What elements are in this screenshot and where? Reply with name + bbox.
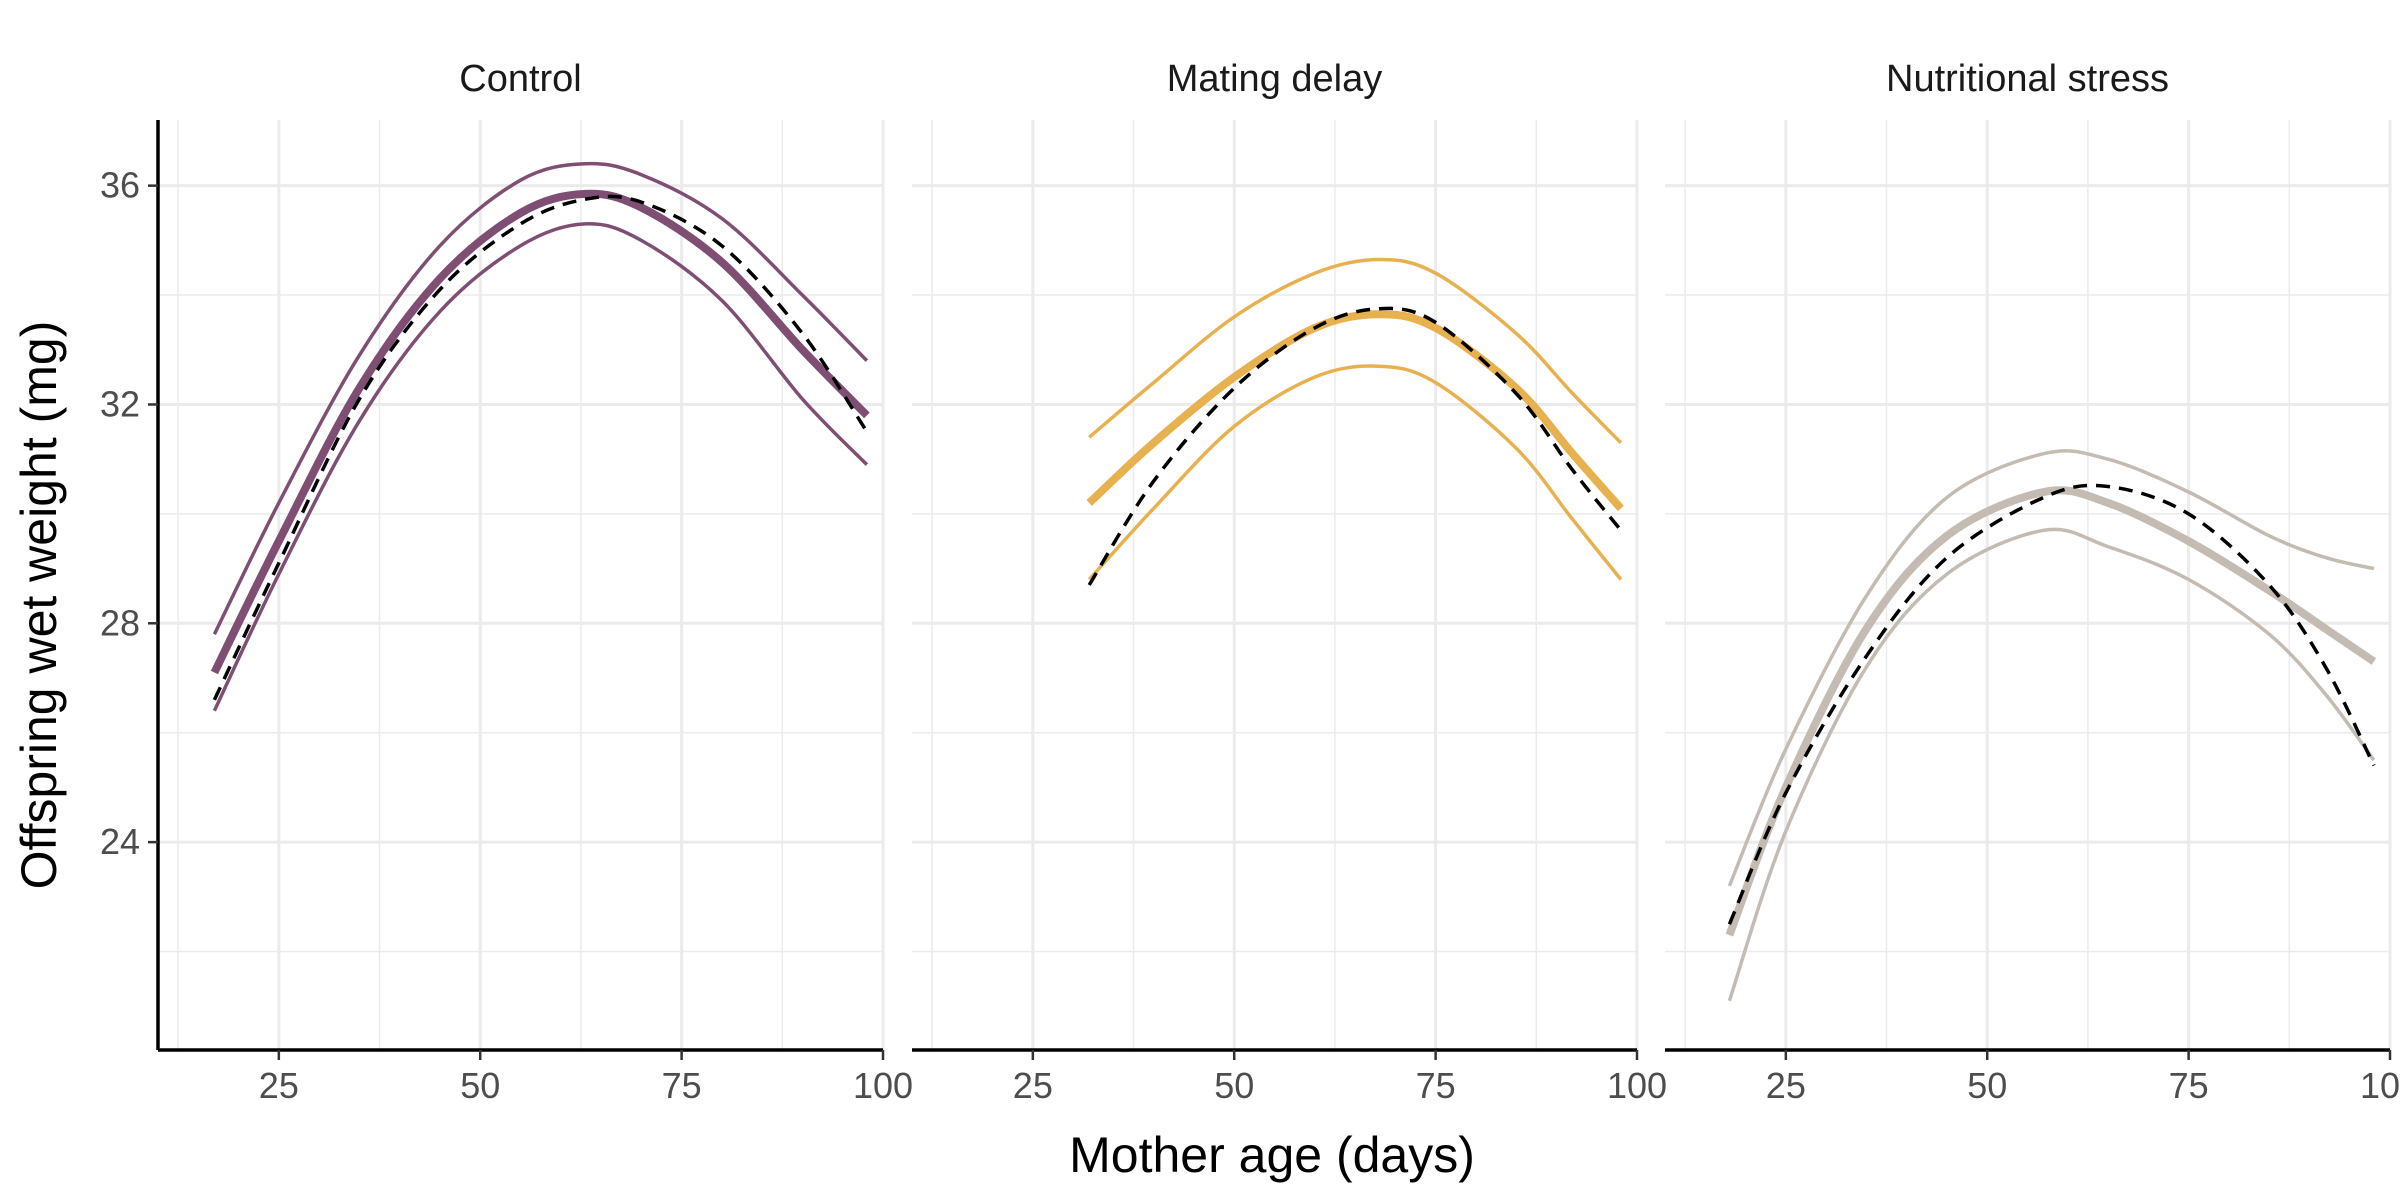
x-tick-label: 25 bbox=[259, 1065, 299, 1106]
x-tick-label: 100 bbox=[2360, 1065, 2400, 1106]
series-lower-bound bbox=[1727, 527, 2376, 1002]
series-upper-bound bbox=[1727, 449, 2375, 887]
panel-mating-delay: Mating delay 25 50 75 100 bbox=[912, 58, 1667, 1106]
facet-title: Mating delay bbox=[1167, 58, 1382, 100]
y-tick-label: 28 bbox=[100, 602, 140, 643]
x-tick-label: 50 bbox=[1967, 1065, 2007, 1106]
panel-control: Control 24 28 32 36 25 50 75 100 bbox=[100, 58, 913, 1106]
y-tick-label: 24 bbox=[100, 821, 140, 862]
x-tick-label: 50 bbox=[460, 1065, 500, 1106]
series-fit-line bbox=[1725, 486, 2377, 937]
series-fit-line bbox=[1086, 310, 1624, 512]
panels-layer: Control 24 28 32 36 25 50 75 100 Mating delay 25 50… bbox=[100, 58, 2400, 1106]
x-tick-label: 25 bbox=[1013, 1065, 1053, 1106]
x-tick-label: 75 bbox=[662, 1065, 702, 1106]
y-tick-label: 32 bbox=[100, 383, 140, 424]
x-tick-label: 75 bbox=[1416, 1065, 1456, 1106]
series-upper-bound bbox=[1088, 257, 1623, 445]
series-lower-bound bbox=[1087, 364, 1623, 581]
y-axis-title: Offspring wet weight (mg) bbox=[11, 321, 67, 890]
series-fit-line bbox=[210, 189, 870, 675]
x-tick-label: 100 bbox=[1607, 1065, 1667, 1106]
x-tick-label: 75 bbox=[2169, 1065, 2209, 1106]
series-observed-dashed bbox=[1727, 483, 2376, 925]
series-lower-bound bbox=[212, 222, 869, 712]
x-tick-label: 50 bbox=[1214, 1065, 1254, 1106]
panel-nutritional-stress: Nutritional stress 25 50 75 100 bbox=[1665, 58, 2400, 1106]
y-tick-label: 36 bbox=[100, 165, 140, 206]
facet-title: Control bbox=[459, 58, 582, 100]
series-upper-bound bbox=[212, 161, 869, 635]
x-tick-label: 100 bbox=[853, 1065, 913, 1106]
x-tick-label: 25 bbox=[1766, 1065, 1806, 1106]
series-observed-dashed bbox=[1087, 306, 1623, 586]
series-observed-dashed bbox=[212, 194, 869, 701]
x-axis-title: Mother age (days) bbox=[1069, 1127, 1475, 1183]
facet-title: Nutritional stress bbox=[1886, 58, 2169, 100]
